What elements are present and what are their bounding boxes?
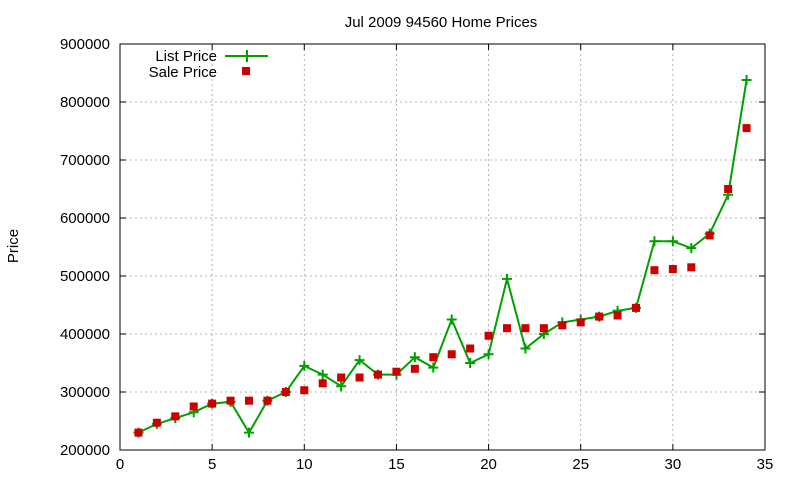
legend-marker-list-price (241, 50, 253, 62)
sale-price-point (650, 266, 659, 275)
sale-price-point (355, 373, 364, 382)
sale-price-point (226, 396, 235, 405)
sale-price-point (189, 402, 198, 411)
y-tick-label: 600000 (60, 210, 110, 227)
list-price-point (483, 349, 494, 360)
list-price-point (502, 273, 512, 284)
list-price-line (138, 79, 748, 435)
y-axis-label: Price (5, 229, 22, 263)
sale-price-point (208, 399, 217, 408)
sale-price-point (263, 396, 272, 405)
sale-price-point (392, 367, 401, 376)
sale-price-point (668, 265, 677, 274)
list-price-point (741, 74, 752, 85)
y-tick-label: 900000 (60, 36, 110, 53)
sale-price-point (558, 321, 567, 330)
list-price-point (299, 360, 310, 371)
sale-price-point (429, 353, 438, 362)
sale-price-point (687, 263, 696, 272)
y-tick-label: 200000 (60, 442, 110, 459)
sale-price-point (539, 324, 548, 333)
x-tick-label: 30 (665, 456, 682, 473)
x-tick-label: 35 (757, 456, 774, 473)
list-price-point (409, 352, 420, 363)
sale-price-point (576, 318, 585, 327)
sale-price-point (134, 428, 143, 437)
legend-label-sale-price: Sale Price (149, 64, 217, 81)
x-tick-label: 5 (208, 456, 216, 473)
sale-price-point (447, 350, 456, 359)
sale-price-point (484, 331, 493, 340)
legend-marker-sale-price (242, 67, 250, 75)
sale-price-point (503, 324, 511, 333)
axes: 0 5 10 15 20 25 30 35 200000 300000 400000 500000 60… (60, 36, 773, 473)
sale-price-point (281, 388, 290, 396)
list-price-point (446, 314, 457, 325)
sale-price-point (632, 303, 640, 312)
sale-price-point (410, 364, 419, 373)
plot-frame (119, 43, 766, 451)
sale-price-point (705, 231, 714, 240)
sale-price-point (171, 412, 180, 421)
y-tick-label: 700000 (60, 152, 110, 169)
y-tick-label: 400000 (60, 326, 110, 343)
sale-price-point (318, 379, 327, 388)
sale-price-point (374, 370, 382, 379)
data-series (133, 74, 752, 438)
list-price-point (336, 381, 347, 392)
sale-price-point (724, 185, 733, 193)
list-price-point (244, 427, 254, 438)
chart-title: Jul 2009 94560 Home Prices (345, 14, 538, 31)
x-tick-label: 25 (572, 456, 589, 473)
sale-price-point (613, 311, 622, 320)
y-tick-label: 300000 (60, 384, 110, 401)
sale-price-point (300, 386, 309, 395)
sale-price-point (521, 324, 530, 333)
list-price-point (354, 355, 365, 366)
list-price-point (520, 343, 531, 354)
list-price-point (667, 236, 678, 247)
legend-label-list-price: List Price (155, 48, 217, 65)
sale-price-point (337, 373, 346, 382)
list-price-point (649, 236, 660, 247)
sale-price-point (742, 124, 751, 133)
list-price-point (465, 358, 476, 368)
sale-price-point (245, 396, 253, 405)
x-tick-label: 15 (388, 456, 405, 473)
sale-price-point (466, 344, 475, 353)
list-price-point (686, 243, 697, 254)
list-price-point (428, 362, 439, 373)
x-tick-label: 0 (116, 456, 124, 473)
y-tick-label: 500000 (60, 268, 110, 285)
x-tick-label: 10 (296, 456, 313, 473)
y-tick-label: 800000 (60, 94, 110, 111)
sale-price-point (152, 418, 161, 427)
x-tick-label: 20 (480, 456, 497, 473)
sale-price-point (595, 312, 604, 321)
legend: List Price Sale Price (149, 48, 268, 81)
grid (120, 44, 765, 450)
list-price-point (317, 369, 328, 380)
